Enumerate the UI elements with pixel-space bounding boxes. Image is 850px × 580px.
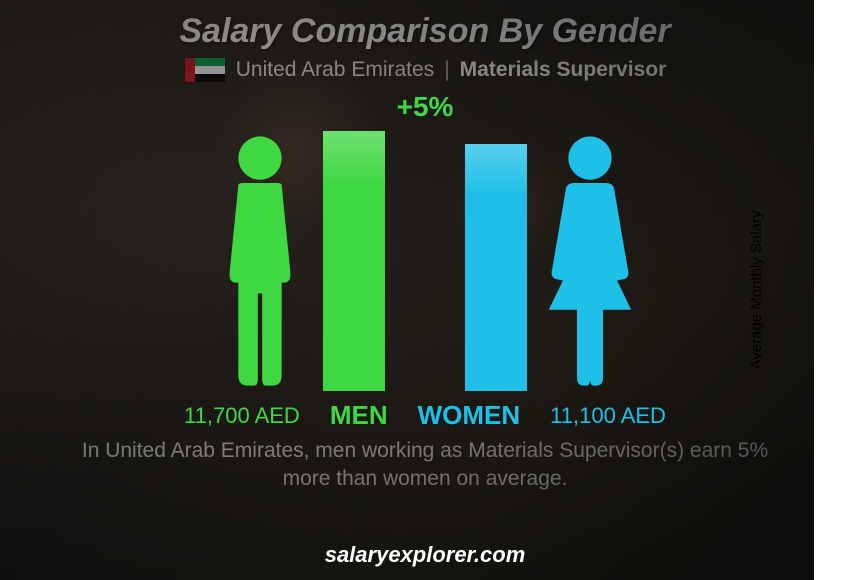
flag-red-stripe <box>185 58 195 82</box>
woman-head <box>568 136 611 179</box>
men-group <box>205 131 385 391</box>
percent-diff-label: +5% <box>397 91 454 123</box>
footer-site: salaryexplorer.com <box>0 542 850 568</box>
man-body <box>230 183 291 386</box>
women-salary: 11,100 AED <box>550 403 666 429</box>
woman-body <box>549 183 631 386</box>
men-salary: 11,700 AED <box>184 403 300 429</box>
flag-horizontal-stripes <box>195 58 225 82</box>
man-icon <box>205 131 315 391</box>
subtitle-row: United Arab Emirates | Materials Supervi… <box>0 57 850 83</box>
man-head <box>238 136 281 179</box>
women-label: WOMEN <box>418 400 521 431</box>
chart-area: +5% 11,700 AED MEN WOMEN 11,100 AED <box>115 91 735 431</box>
labels-row: 11,700 AED MEN WOMEN 11,100 AED <box>115 400 735 431</box>
divider: | <box>444 58 449 82</box>
men-label: MEN <box>330 400 388 431</box>
uae-flag-icon <box>184 57 226 83</box>
page-title: Salary Comparison By Gender <box>0 12 850 51</box>
flag-green-stripe <box>195 58 225 66</box>
caption-text: In United Arab Emirates, men working as … <box>0 437 850 494</box>
men-bar <box>323 131 385 391</box>
country-label: United Arab Emirates <box>236 58 434 82</box>
y-axis-strip <box>814 0 850 580</box>
header: Salary Comparison By Gender United Arab … <box>0 0 850 83</box>
y-axis-label: Average Monthly Salary <box>748 211 765 370</box>
job-title: Materials Supervisor <box>460 58 667 82</box>
flag-black-stripe <box>195 74 225 82</box>
women-bar <box>465 144 527 391</box>
women-group <box>465 131 645 391</box>
woman-icon <box>535 131 645 391</box>
flag-white-stripe <box>195 66 225 74</box>
